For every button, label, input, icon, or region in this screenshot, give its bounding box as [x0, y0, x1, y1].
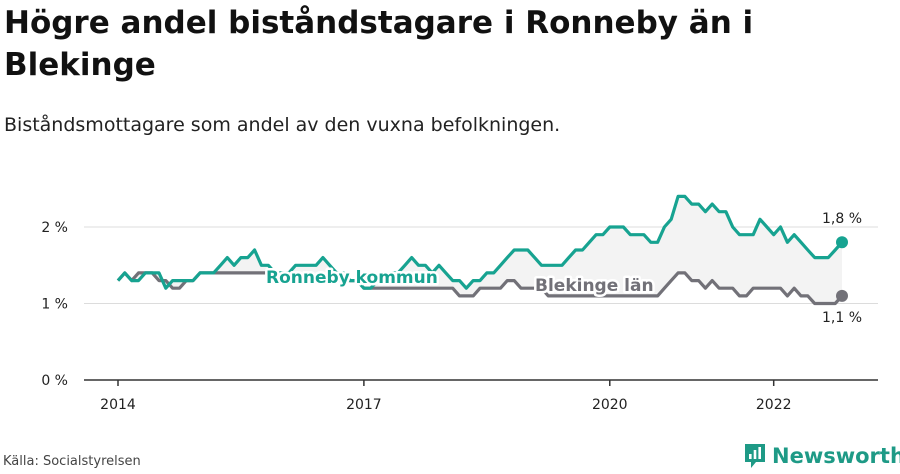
newsworthy-bar-chart-icon	[745, 444, 765, 468]
x-tick-label: 2022	[756, 397, 792, 413]
brand-name: Newsworthy	[772, 444, 900, 468]
brand-logo: Newsworthy	[744, 441, 900, 471]
x-tick-label: 2020	[592, 397, 628, 413]
series-end-marker	[836, 236, 848, 249]
series-name-label: Blekinge län	[535, 276, 654, 296]
line-chart: 0 % 1 % 2 % 2014 2017 2020 2022 Ronneby kommun…	[41, 194, 878, 413]
series-end-value-label: 1,8 %	[822, 211, 862, 227]
chart-subtitle: Biståndsmottagare som andel av den vuxna…	[4, 114, 561, 136]
chart-title: Högre andel biståndstagare i Ronneby än …	[4, 5, 754, 83]
y-tick-label: 2 %	[41, 220, 68, 236]
x-tick-label: 2017	[346, 397, 382, 413]
chart-axes: 0 % 1 % 2 % 2014 2017 2020 2022	[41, 220, 878, 413]
series-name-label: Ronneby kommun	[266, 268, 438, 288]
y-tick-label: 1 %	[41, 297, 68, 313]
series-labels: Ronneby kommun Blekinge län 1,8 % 1,1 %	[264, 211, 863, 326]
series-line-blekinge	[116, 271, 844, 306]
difference-band	[118, 196, 842, 304]
x-tick-label: 2014	[100, 397, 136, 413]
series-lines	[116, 194, 848, 306]
series-end-marker	[836, 289, 848, 302]
series-line-ronneby	[116, 194, 844, 290]
series-end-value-label: 1,1 %	[822, 310, 862, 326]
grid-lines	[84, 226, 878, 304]
source-note: Källa: Socialstyrelsen	[3, 454, 141, 469]
y-tick-label: 0 %	[41, 373, 68, 389]
